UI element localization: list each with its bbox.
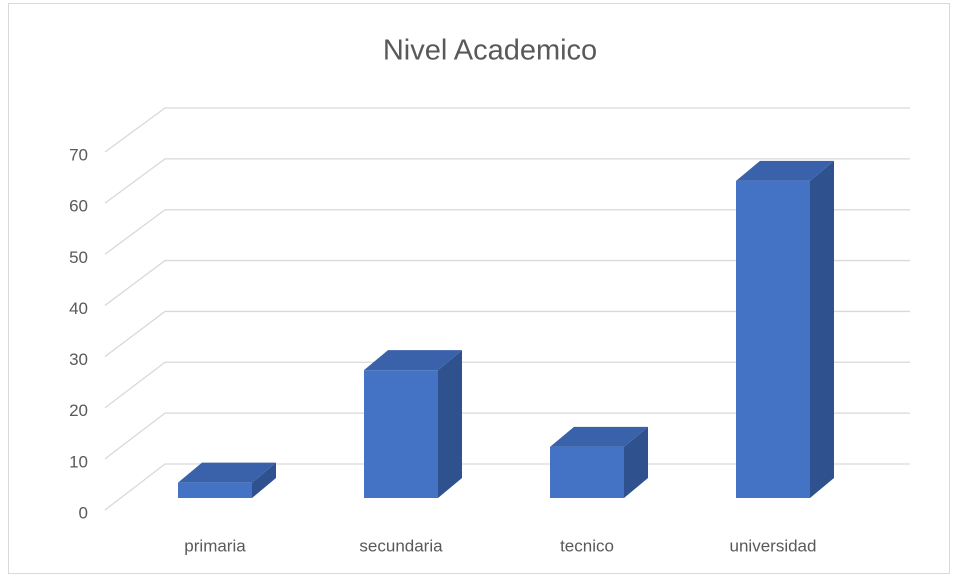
grid-line: [104, 361, 910, 409]
y-tick-label: 40: [69, 299, 88, 318]
bar-top: [364, 350, 462, 371]
grid-line: [104, 259, 910, 306]
grid-line: [104, 107, 910, 153]
y-tick-label: 20: [69, 401, 88, 420]
grid-line: [104, 158, 910, 204]
bar-top: [736, 160, 834, 181]
bar-side: [810, 160, 834, 498]
bar: [736, 180, 810, 498]
bar: [178, 482, 252, 498]
bar-side: [252, 462, 276, 498]
x-tick-label: tecnico: [560, 536, 614, 555]
chart-title: Nivel Academico: [383, 35, 597, 67]
y-tick-label: 50: [69, 248, 88, 267]
x-tick-label: universidad: [730, 536, 817, 555]
grid-line: [104, 310, 910, 358]
x-tick-label: secundaria: [359, 536, 443, 555]
x-tick-label: primaria: [184, 536, 246, 555]
y-tick-label: 70: [69, 145, 88, 164]
grid-line: [104, 209, 910, 255]
bar: [550, 446, 624, 498]
bar-top: [550, 426, 648, 447]
y-tick-label: 30: [69, 350, 88, 369]
y-tick-label: 0: [79, 503, 88, 522]
y-tick-label: 10: [69, 452, 88, 471]
y-tick-label: 60: [69, 197, 88, 216]
bar: [364, 370, 438, 498]
grid-line: [104, 463, 910, 511]
bar-top: [178, 462, 276, 483]
bar-side: [624, 426, 648, 498]
grid-line: [104, 412, 910, 460]
bar-side: [438, 350, 462, 498]
